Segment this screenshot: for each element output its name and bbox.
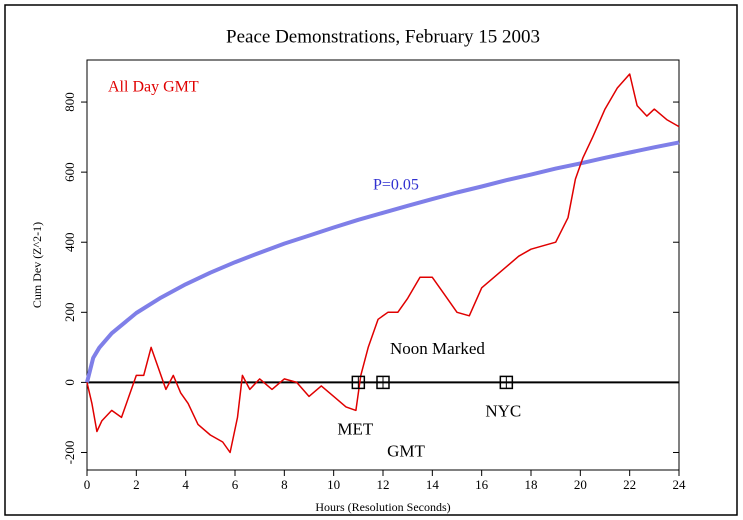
series-line [86, 73, 680, 454]
y-tick-label: -200 [62, 441, 77, 465]
y-axis-label: Cum Dev (Z^2-1) [30, 222, 44, 308]
frame [4, 4, 738, 516]
x-tick-label: 10 [327, 477, 340, 492]
x-tick-label: 14 [426, 477, 440, 492]
x-tick-label: 20 [574, 477, 587, 492]
annotation: Noon Marked [390, 339, 485, 358]
x-tick-label: 8 [281, 477, 288, 492]
marker-label: GMT [387, 441, 425, 460]
marker-label: NYC [485, 401, 521, 420]
x-tick-label: 16 [475, 477, 489, 492]
x-tick-label: 24 [673, 477, 687, 492]
x-tick-label: 2 [133, 477, 140, 492]
legend-label: All Day GMT [108, 79, 199, 96]
x-tick-label: 12 [377, 477, 390, 492]
chart-title: Peace Demonstrations, February 15 2003 [226, 26, 540, 47]
curve-label: P=0.05 [373, 177, 419, 194]
x-tick-label: 0 [84, 477, 91, 492]
y-tick-label: 200 [62, 303, 77, 323]
plot-area [86, 59, 680, 471]
x-tick-label: 4 [182, 477, 189, 492]
x-tick-label: 22 [623, 477, 636, 492]
series-line [85, 140, 680, 383]
x-tick-label: 6 [232, 477, 239, 492]
y-tick-label: 800 [62, 92, 77, 112]
y-tick-label: 0 [62, 379, 77, 386]
y-tick-label: 600 [62, 162, 77, 182]
y-tick-label: 400 [62, 232, 77, 252]
x-axis-label: Hours (Resolution Seconds) [315, 500, 450, 514]
marker-label: MET [337, 419, 374, 438]
x-tick-label: 18 [525, 477, 538, 492]
